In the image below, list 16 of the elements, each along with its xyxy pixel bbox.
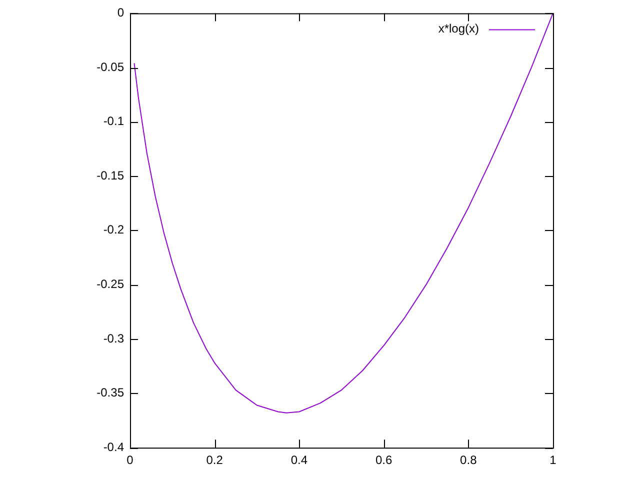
y-tick-label: -0.1 [103, 114, 124, 128]
x-tick-label: 0.2 [206, 453, 224, 468]
y-tick-label: 0 [117, 6, 124, 20]
y-tick-label: -0.25 [96, 277, 124, 292]
x-tick-label: 1 [550, 453, 557, 468]
x-tick-label: 0 [126, 453, 134, 468]
y-tick-label: -0.3 [103, 331, 124, 346]
x-tick-label: 0.4 [290, 453, 308, 468]
legend-label: x*log(x) [438, 22, 479, 36]
x-tick-label: 0.8 [460, 453, 478, 468]
y-tick-label: -0.15 [96, 168, 124, 182]
y-tick-label: -0.4 [103, 440, 124, 454]
x-tick-label: 0.6 [375, 453, 392, 468]
y-tick-label: -0.35 [96, 386, 124, 400]
y-tick-label: -0.2 [103, 222, 124, 237]
y-tick-label: -0.05 [96, 60, 124, 74]
